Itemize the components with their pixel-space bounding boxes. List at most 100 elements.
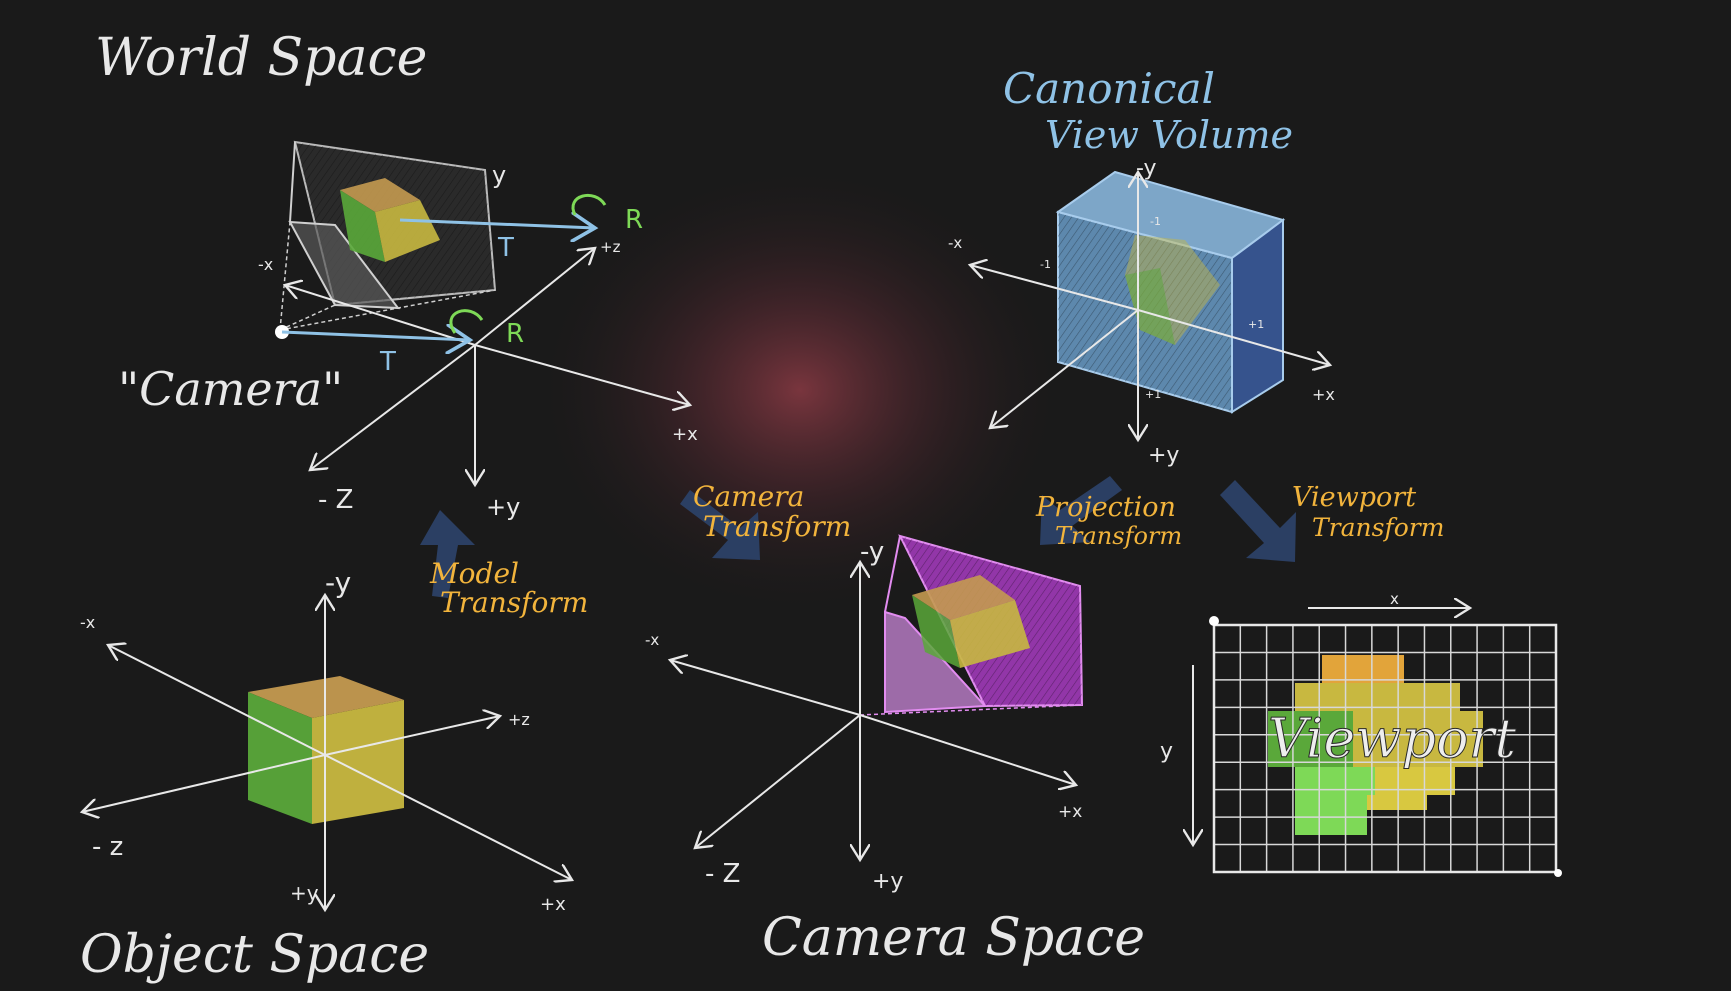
world-label-neg-x: -x: [258, 255, 273, 274]
camera-cube-right: [950, 600, 1030, 668]
world-space-title: World Space: [95, 28, 427, 88]
canonical-axis-neg-x: [970, 265, 1139, 311]
model-transform-arrow: [420, 510, 475, 598]
camera-translate-arrow: [281, 332, 470, 340]
camera-frustum-edge: [884, 535, 901, 613]
object-cube-right: [312, 700, 404, 824]
world-axis-x: [474, 344, 690, 405]
canonical-title-line2: View Volume: [1045, 113, 1293, 157]
world-label-neg-z: - Z: [318, 485, 353, 515]
object-axis-pos-x: [324, 754, 572, 880]
object-axis-neg-z: [82, 754, 326, 812]
object-axis-pos-z: [324, 716, 500, 756]
canonical-volume-group: Canonical View Volume -y -x +x +y -1 -1 …: [948, 64, 1335, 468]
camera-transform-arrow: [680, 490, 760, 560]
viewport-pixel: [1295, 683, 1460, 711]
object-space-group: -y -x +z - z +y +x Object Space: [80, 566, 572, 985]
camera-frustum-edge: [859, 704, 1083, 716]
viewport-transform-line1: Viewport: [1292, 482, 1416, 513]
object-space-title: Object Space: [80, 925, 429, 985]
viewport-label: Viewport: [1268, 707, 1516, 770]
world-label-pos-x: +x: [672, 424, 698, 445]
camera-transform-line2: Transform: [703, 510, 851, 543]
camera-axis-neg-z: [695, 714, 861, 848]
center-glow: [530, 160, 1070, 620]
object-label-neg-z: - z: [92, 832, 123, 862]
object-translate-arrow: [399, 220, 595, 228]
camera-space-group: -y -x +x - Z +y Camera Space: [645, 534, 1145, 968]
canonical-axis-neg-z: [990, 309, 1139, 428]
rotation-arrow-icon: [571, 194, 607, 216]
projection-transform-line1: Projection: [1035, 492, 1176, 523]
camera-cube-top: [912, 575, 1015, 620]
object-label-pos-y: +y: [290, 881, 319, 905]
viewport-grid: [1214, 625, 1556, 872]
world-axis-neg-x: [285, 285, 476, 346]
world-cube-right: [375, 200, 440, 262]
object-label-neg-y: -y: [325, 566, 351, 599]
volume-side: [1231, 218, 1284, 414]
world-space-group: World Space y -x +z +x - Z +y T T: [95, 28, 698, 521]
world-axis-z: [474, 248, 595, 346]
camera-transform-line1: Camera: [693, 480, 804, 513]
canonical-label-pos-y: +y: [1148, 443, 1179, 468]
viewport-transform-arrow: [1220, 480, 1296, 562]
viewport-pixel: [1295, 795, 1367, 835]
translate-label-lower: T: [379, 347, 396, 377]
camera-axis-pos-x: [859, 714, 1076, 785]
world-frustum-edge: [279, 289, 496, 331]
projection-transform-line2: Transform: [1055, 522, 1182, 550]
world-cube-left: [340, 190, 385, 262]
rotate-label-upper: R: [625, 205, 643, 235]
camera-label-neg-x: -x: [645, 631, 659, 649]
rotation-arrow-icon: [449, 309, 484, 334]
camera-space-title: Camera Space: [762, 908, 1145, 968]
translate-label-upper: T: [497, 233, 514, 263]
camera-label-pos-x: +x: [1058, 802, 1082, 822]
viewport-pixel: [1268, 711, 1353, 767]
world-label-pos-y: +y: [486, 493, 520, 521]
canonical-tick-neg1-b: -1: [1040, 258, 1051, 271]
camera-frustum-side: [884, 610, 988, 714]
viewport-pixel: [1295, 767, 1375, 795]
viewport-pixel: [1322, 655, 1404, 683]
viewport-pixel: [1367, 795, 1427, 810]
world-label-pos-z: +z: [600, 238, 621, 256]
canonical-axis-pos-x: [1137, 309, 1330, 365]
viewport-group: x y Viewport: [1160, 590, 1562, 877]
canonical-label-neg-x: -x: [948, 234, 962, 252]
viewport-pixel: [1375, 767, 1455, 795]
world-frustum-edge: [279, 304, 336, 331]
world-label-y: y: [492, 161, 506, 189]
canonical-label-pos-x: +x: [1312, 385, 1335, 404]
object-label-pos-x: +x: [540, 894, 566, 915]
viewport-label-y: y: [1160, 739, 1173, 764]
canonical-tick-neg1-a: -1: [1150, 215, 1161, 228]
viewport-origin-dot: [1209, 616, 1219, 626]
camera-label-neg-z: - Z: [705, 859, 740, 889]
object-axis-neg-x: [108, 645, 326, 756]
world-frustum-edge: [289, 141, 296, 223]
viewport-border: [1212, 623, 1558, 874]
camera-label-neg-y: -y: [860, 537, 884, 567]
transform-arrows-group: Model Transform Camera Transform Project…: [420, 476, 1444, 619]
canonical-label-neg-y: -y: [1136, 156, 1157, 181]
camera-quoted-label: "Camera": [118, 362, 343, 416]
projection-transform-arrow: [1040, 476, 1122, 545]
world-cube-top: [340, 178, 420, 212]
viewport-corner-dot: [1554, 869, 1562, 877]
canonical-tick-pos1-a: +1: [1248, 318, 1264, 331]
model-transform-line2: Transform: [440, 586, 588, 619]
model-transform-line1: Model: [429, 557, 519, 590]
camera-axis-neg-x: [670, 660, 861, 716]
canonical-title-line1: Canonical: [1003, 64, 1215, 113]
viewport-pixel: [1353, 711, 1483, 767]
world-axis-neg-z: [310, 344, 476, 470]
camera-cube-left: [912, 595, 960, 668]
viewport-transform-line2: Transform: [1312, 513, 1444, 542]
canonical-tick-pos1-b: +1: [1145, 388, 1161, 401]
viewport-label-x: x: [1390, 590, 1399, 608]
object-label-neg-x: -x: [80, 613, 95, 632]
rotate-label-lower: R: [506, 319, 524, 349]
